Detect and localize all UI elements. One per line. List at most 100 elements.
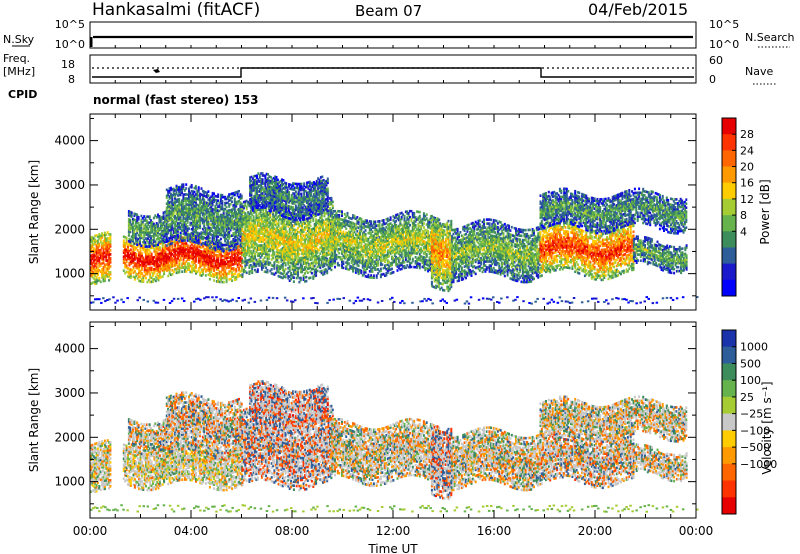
power-cell	[202, 250, 204, 254]
power-cell	[133, 224, 136, 228]
power-cell	[211, 262, 214, 266]
power-cell	[158, 254, 161, 257]
power-cell	[160, 261, 163, 265]
power-cell	[140, 280, 143, 283]
station-title: Hankasalmi (fitACF)	[92, 0, 260, 20]
power-cell	[135, 272, 138, 276]
power-cell	[167, 262, 170, 266]
power-cell	[124, 236, 127, 239]
power-cell	[215, 272, 218, 275]
power-cell	[101, 274, 104, 277]
power-cell	[102, 277, 105, 281]
power-cell	[122, 251, 125, 254]
power-cell	[160, 255, 163, 259]
power-cell	[154, 275, 157, 279]
power-cell	[172, 227, 175, 231]
power-cell	[232, 273, 235, 276]
power-cell	[195, 260, 197, 263]
power-cell	[161, 269, 164, 272]
power-cell	[157, 227, 159, 231]
power-cell	[192, 253, 195, 256]
power-cell	[238, 272, 241, 276]
power-cell	[144, 241, 147, 244]
power-cell	[215, 256, 218, 259]
power-cell	[204, 254, 207, 257]
power-cell	[240, 257, 243, 261]
power-cell	[134, 235, 137, 238]
power-cell	[178, 250, 181, 254]
power-cell	[143, 225, 146, 228]
power-cell	[129, 214, 132, 218]
power-cell	[150, 235, 153, 238]
power-cell	[200, 250, 203, 253]
power-cell	[124, 256, 127, 259]
power-cell	[236, 273, 239, 276]
power-cell	[177, 271, 179, 274]
power-cell	[178, 264, 181, 268]
power-cell	[102, 269, 105, 273]
power-cell	[168, 225, 171, 228]
power-cell	[127, 267, 129, 270]
power-cell	[167, 242, 170, 246]
power-cell	[195, 254, 197, 257]
power-cell	[146, 252, 149, 256]
power-cell	[125, 260, 128, 264]
power-cell	[143, 239, 146, 242]
power-cell	[159, 240, 162, 243]
power-cell	[133, 228, 136, 231]
power-cell	[138, 261, 141, 265]
power-cell	[154, 253, 157, 257]
power-cell	[168, 256, 171, 259]
power-cell	[186, 248, 189, 251]
power-cell	[221, 264, 224, 268]
power-cell	[217, 272, 220, 275]
power-cell	[136, 259, 139, 262]
power-cell	[125, 264, 128, 268]
power-cell	[144, 227, 147, 230]
power-cell	[157, 252, 160, 256]
power-cell	[186, 252, 189, 255]
power-cell	[239, 250, 242, 253]
freq-ytick-top-left: 18	[61, 58, 75, 71]
power-cell	[129, 242, 132, 245]
power-cell	[170, 259, 172, 263]
power-cell	[171, 196, 174, 199]
power-cell	[92, 257, 95, 260]
power-cell	[135, 274, 138, 278]
power-cell	[206, 256, 209, 260]
power-cell	[220, 258, 222, 262]
power-cell	[96, 255, 99, 259]
power-cell	[150, 237, 153, 240]
power-cell	[165, 220, 168, 223]
power-cell	[92, 259, 95, 262]
power-cell	[167, 258, 170, 262]
power-cell	[174, 264, 177, 267]
noise-ytick-top-right: 10^5	[709, 18, 739, 31]
power-cell	[156, 273, 159, 276]
power-cell	[133, 264, 136, 267]
power-cell	[165, 206, 168, 209]
power-cell	[143, 248, 146, 252]
power-cell	[147, 241, 150, 244]
power-cell	[164, 234, 166, 238]
power-cell	[154, 267, 157, 271]
power-cell	[162, 213, 165, 216]
power-cell	[175, 269, 178, 273]
power-cell	[238, 260, 241, 264]
power-cell	[233, 260, 236, 264]
power-cell	[235, 252, 238, 255]
power-cell	[133, 214, 136, 218]
power-cell	[210, 250, 213, 254]
power-cell	[96, 247, 99, 251]
power-cell	[90, 268, 92, 271]
power-cell	[167, 254, 170, 258]
power-cell	[143, 233, 146, 236]
power-cell	[183, 246, 186, 249]
power-cell	[305, 275, 308, 279]
power-cell	[190, 256, 193, 260]
power-cell	[188, 246, 191, 250]
power-cell	[161, 253, 164, 256]
power-cell	[214, 265, 217, 269]
power-cell	[190, 252, 193, 256]
power-cell	[139, 275, 142, 279]
